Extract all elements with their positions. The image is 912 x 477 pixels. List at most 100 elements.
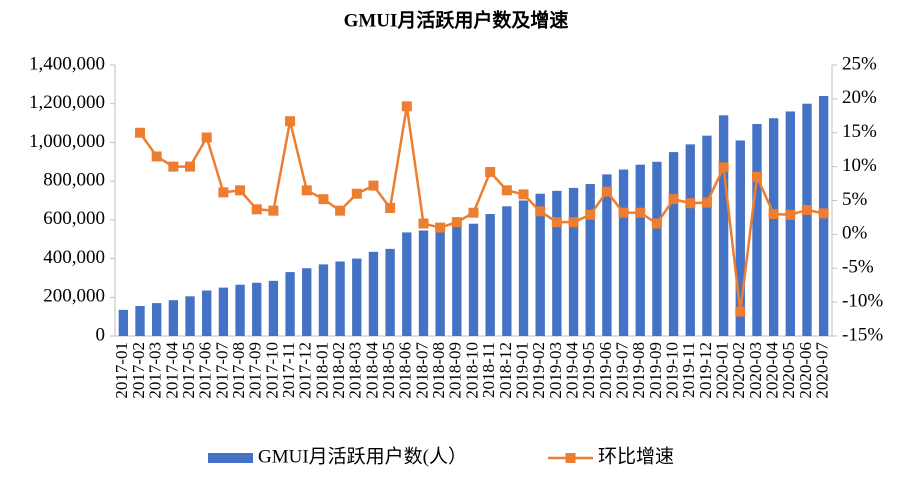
x-tick-label: 2020-07: [813, 342, 832, 399]
x-tick-label: 2017-11: [279, 342, 298, 398]
x-tick-label: 2017-09: [246, 342, 265, 399]
point: [435, 222, 446, 233]
bar: [335, 261, 345, 336]
point: [335, 205, 346, 216]
x-tick-label: 2020-02: [729, 342, 748, 399]
bar: [252, 282, 262, 336]
point: [601, 186, 612, 197]
point: [685, 198, 696, 209]
y-tick-label: 1,400,000: [29, 53, 105, 74]
point: [135, 127, 146, 138]
x-tick-label: 2018-05: [379, 342, 398, 399]
x-tick-label: 2019-11: [679, 342, 698, 398]
point: [585, 209, 596, 220]
bar: [768, 118, 779, 336]
x-tick-label: 2020-04: [763, 342, 782, 399]
y-tick-label: 1,000,000: [29, 131, 105, 152]
y-tick-label: 200,000: [43, 286, 105, 307]
point: [718, 162, 729, 173]
bar: [418, 230, 429, 336]
point: [285, 116, 296, 127]
x-tick-label: 2017-04: [162, 342, 181, 399]
bar: [552, 190, 562, 336]
x-tick-label: 2019-04: [562, 342, 581, 399]
bar: [685, 144, 695, 336]
point: [468, 207, 479, 218]
y2-tick-label: 5%: [842, 189, 868, 210]
bar: [468, 223, 479, 336]
bar: [635, 164, 645, 336]
bar: [568, 187, 579, 336]
point: [151, 151, 162, 162]
point: [635, 207, 646, 218]
x-tick-label: 2018-02: [329, 342, 348, 399]
point: [701, 197, 712, 208]
point: [501, 185, 512, 196]
point: [485, 167, 496, 178]
x-tick-label: 2018-10: [462, 342, 481, 399]
point: [268, 205, 279, 216]
legend-label: 环比增速: [598, 445, 674, 467]
x-tick-label: 2017-07: [212, 342, 231, 399]
x-tick-label: 2017-05: [179, 342, 198, 399]
bar: [435, 228, 445, 336]
point: [818, 208, 829, 219]
x-tick-label: 2017-06: [196, 342, 215, 399]
bar: [385, 248, 395, 336]
bar: [135, 305, 145, 336]
bar: [668, 152, 679, 336]
bar: [168, 300, 179, 336]
y2-tick-label: 20%: [842, 87, 877, 108]
point: [735, 306, 746, 317]
x-tick-label: 2019-07: [612, 342, 631, 399]
bar: [785, 111, 795, 336]
bar: [502, 206, 512, 336]
x-tick-label: 2020-03: [746, 342, 765, 399]
x-tick-label: 2018-07: [412, 342, 431, 399]
bar: [702, 135, 712, 336]
y-tick-label: 400,000: [43, 247, 105, 268]
point: [318, 194, 329, 205]
x-tick-label: 2019-09: [646, 342, 665, 399]
bar: [218, 287, 229, 336]
x-tick-label: 2018-09: [446, 342, 465, 399]
x-tick-label: 2018-01: [312, 342, 331, 399]
legend-label: GMUI月活跃用户数(人）: [258, 445, 467, 467]
point: [235, 185, 246, 196]
bar: [368, 251, 379, 336]
y2-tick-label: 25%: [842, 53, 877, 74]
x-tick-label: 2019-12: [696, 342, 715, 399]
x-tick-label: 2019-08: [629, 342, 648, 399]
bar: [535, 193, 545, 336]
x-tick-label: 2019-10: [662, 342, 681, 399]
point: [785, 209, 796, 220]
x-tick-label: 2018-06: [396, 342, 415, 399]
y2-tick-label: 0%: [842, 223, 868, 244]
point: [801, 204, 812, 215]
y-tick-label: 1,200,000: [29, 92, 105, 113]
point: [768, 209, 779, 220]
x-tick-label: 2017-08: [229, 342, 248, 399]
point: [185, 161, 196, 172]
x-tick-label: 2019-05: [579, 342, 598, 399]
bar: [485, 214, 495, 336]
point: [551, 217, 562, 228]
bar: [352, 258, 362, 336]
x-tick-label: 2017-03: [146, 342, 165, 399]
bar: [585, 184, 595, 336]
bar: [802, 103, 812, 336]
x-tick-label: 2018-04: [362, 342, 381, 399]
y2-tick-label: -5%: [842, 257, 874, 278]
bar: [452, 226, 462, 336]
legend-swatch: [208, 453, 253, 463]
x-tick-label: 2017-10: [262, 342, 281, 399]
legend-swatch: [565, 453, 576, 463]
y2-tick-label: 10%: [842, 155, 877, 176]
bar: [718, 115, 729, 336]
bar: [185, 296, 195, 336]
point: [201, 132, 212, 143]
point: [618, 207, 629, 218]
x-tick-label: 2018-08: [429, 342, 448, 399]
point: [518, 189, 529, 200]
